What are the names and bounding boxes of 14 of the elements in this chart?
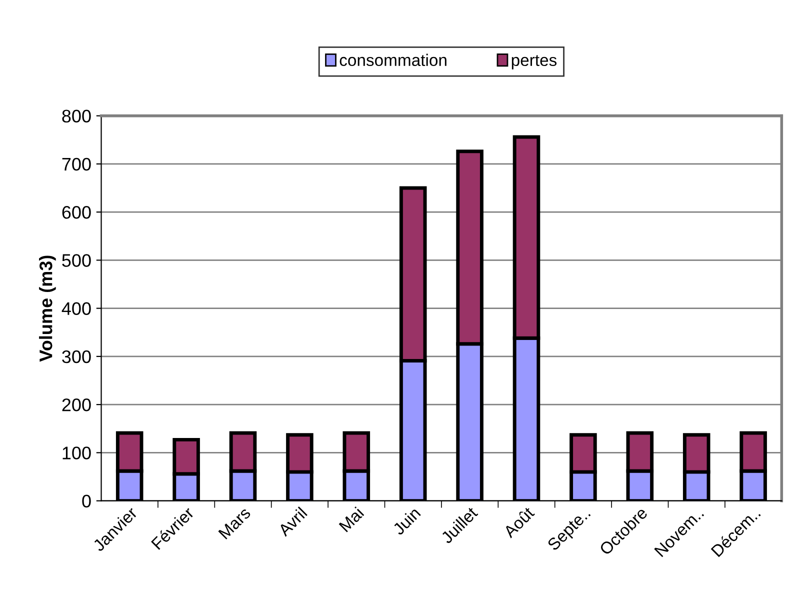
y-tick-label: 500	[62, 254, 91, 267]
y-tick-label: 400	[62, 302, 91, 316]
y-tick-label: 0	[82, 494, 91, 508]
y-axis-title: Volume (m3)	[39, 256, 56, 362]
y-tick-label: 300	[62, 350, 91, 364]
y-tick-label: 600	[62, 206, 91, 219]
y-tick-label: 700	[62, 158, 91, 171]
x-tick-label: Juin	[392, 506, 421, 536]
legend-label: pertes	[512, 55, 557, 70]
y-tick-label: 100	[62, 446, 91, 460]
y-tick-label: 200	[62, 398, 91, 412]
x-tick-label: Mai	[338, 506, 364, 532]
y-tick-label: 800	[62, 110, 91, 123]
legend-label: consommation	[340, 54, 446, 66]
